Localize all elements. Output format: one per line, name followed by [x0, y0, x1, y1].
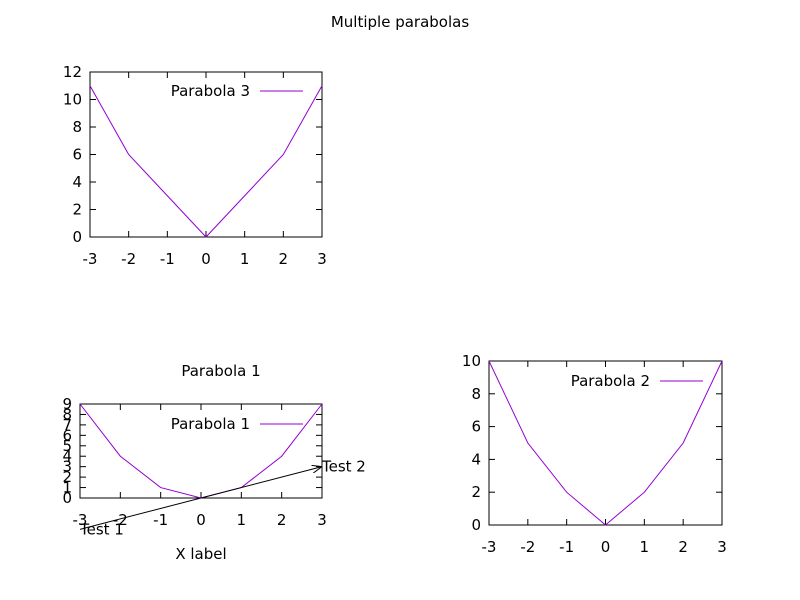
x-tick-label: -2: [121, 250, 136, 268]
y-tick-label: 6: [471, 418, 481, 436]
y-tick-label: 9: [62, 395, 72, 413]
y-tick-label: 7: [62, 416, 72, 434]
y-tick-label: 4: [471, 450, 481, 468]
y-tick-label: 2: [471, 483, 481, 501]
y-tick-label: 8: [471, 385, 481, 403]
x-tick-label: -1: [559, 538, 574, 556]
x-tick-label: -3: [83, 250, 98, 268]
x-tick-label: 3: [717, 538, 727, 556]
x-tick-label: 1: [640, 538, 650, 556]
x-tick-label: 1: [237, 511, 247, 529]
x-tick-label: -2: [520, 538, 535, 556]
plot-3: -3 -2 -1 0 1 2 3 0 2 4 6 8 10 Parabola 2: [462, 352, 727, 556]
x-axis-label: X label: [175, 545, 226, 563]
x-tick-label: 1: [240, 250, 250, 268]
x-tick-label: 3: [317, 250, 327, 268]
annotation-label: Test 1: [79, 520, 124, 538]
y-tick-label: 12: [63, 63, 82, 81]
x-tick-label: 3: [317, 511, 327, 529]
x-tick-label: 2: [277, 511, 287, 529]
series-line: [89, 85, 323, 238]
x-tick-label: -3: [73, 511, 88, 529]
x-tick-label: -2: [113, 511, 128, 529]
series-line: [488, 360, 723, 526]
y-tick-label: 0: [62, 489, 72, 507]
x-tick-label: 0: [196, 511, 206, 529]
figure-title: Multiple parabolas: [331, 13, 469, 31]
x-tick-label: 0: [601, 538, 611, 556]
arrow: [79, 467, 322, 530]
x-tick-label: 0: [201, 250, 211, 268]
y-tick-label: 0: [72, 228, 82, 246]
y-tick-label: 2: [62, 468, 72, 486]
y-tick-label: 8: [72, 118, 82, 136]
y-tick-label: 5: [62, 437, 72, 455]
legend-label: Parabola 2: [571, 372, 650, 390]
y-tick-label: 10: [462, 352, 481, 370]
y-tick-label: 8: [62, 405, 72, 423]
y-tick-label: 3: [62, 458, 72, 476]
y-tick-label: 0: [471, 516, 481, 534]
y-tick-label: 4: [72, 173, 82, 191]
annotation-label: Test 2: [321, 458, 366, 476]
y-tick-label: 10: [63, 91, 82, 109]
plot-title: Parabola 1: [181, 362, 260, 380]
x-tick-label: -3: [482, 538, 497, 556]
x-tick-label: -1: [153, 511, 168, 529]
legend-label: Parabola 1: [171, 415, 250, 433]
x-tick-label: 2: [279, 250, 289, 268]
y-tick-label: 4: [62, 447, 72, 465]
y-tick-label: 2: [72, 201, 82, 219]
x-tick-label: 2: [678, 538, 688, 556]
y-tick-label: 1: [62, 479, 72, 497]
y-tick-label: 6: [62, 426, 72, 444]
legend-label: Parabola 3: [171, 82, 250, 100]
x-tick-label: -1: [160, 250, 175, 268]
y-tick-label: 6: [72, 146, 82, 164]
